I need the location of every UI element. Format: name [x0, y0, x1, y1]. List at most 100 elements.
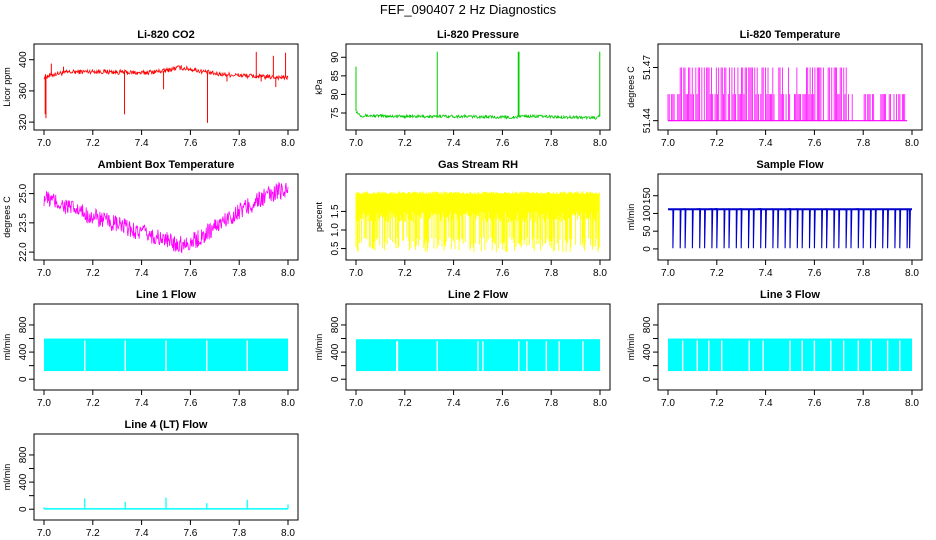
- y-tick-label: 23.5: [18, 213, 29, 233]
- x-tick-label: 8.0: [905, 138, 919, 149]
- y-tick-label: 100: [642, 205, 653, 222]
- plot-frame: [33, 433, 299, 521]
- x-tick-label: 7.4: [135, 398, 149, 409]
- plot-frame: [657, 303, 923, 391]
- panel-title: Gas Stream RH: [438, 159, 518, 171]
- panel-title: Line 3 Flow: [760, 289, 820, 301]
- y-axis-label: degrees C: [626, 66, 636, 108]
- y-tick-label: 0.5: [330, 241, 341, 255]
- plot-frame: [33, 173, 299, 261]
- x-tick-label: 7.4: [447, 138, 461, 149]
- x-tick-label: 8.0: [905, 398, 919, 409]
- y-tick-label: 80: [330, 88, 341, 100]
- series-8: [668, 338, 912, 372]
- panel-title: Li-820 Pressure: [437, 29, 519, 41]
- y-axis-label: percent: [314, 201, 324, 232]
- panel-li820-pressure: Li-820 Pressure 7.0 7.2 7.4 7.6 7.8 8.0 75 80 85 9…: [314, 29, 611, 149]
- y-tick-label: 75: [330, 107, 341, 119]
- y-tick-label: 400: [18, 51, 29, 68]
- panel-line-1-flow: Line 1 Flow 7.0 7.2 7.4 7.6 7.8 8.0 0 400 800 ml/m…: [2, 289, 299, 409]
- x-tick-label: 7.0: [37, 528, 51, 539]
- x-tick-label: 7.4: [759, 398, 773, 409]
- y-axis-label: kPa: [314, 79, 324, 95]
- y-axis-label: ml/min: [626, 204, 636, 231]
- y-tick-label: 90: [330, 51, 341, 63]
- x-tick-label: 7.0: [661, 138, 675, 149]
- x-tick-label: 7.8: [856, 398, 870, 409]
- y-tick-label: 360: [18, 82, 29, 99]
- y-tick-label: 51.44: [642, 108, 653, 133]
- x-tick-label: 7.8: [544, 268, 558, 279]
- x-tick-label: 7.2: [710, 268, 724, 279]
- x-tick-label: 7.8: [232, 528, 246, 539]
- y-axis-label: degrees C: [2, 196, 12, 238]
- panel-li820-temperature: Li-820 Temperature 7.0 7.2 7.4 7.6 7.8 8.0 51.4…: [626, 29, 923, 149]
- x-tick-label: 7.8: [544, 398, 558, 409]
- x-tick-label: 7.2: [86, 138, 100, 149]
- x-tick-label: 7.8: [856, 268, 870, 279]
- panel-title: Ambient Box Temperature: [98, 159, 235, 171]
- panel-title: Line 4 (LT) Flow: [125, 419, 208, 431]
- y-tick-label: 1.5: [330, 204, 341, 218]
- x-tick-label: 7.6: [183, 268, 197, 279]
- series-7: [356, 339, 600, 372]
- series-9: [43, 497, 289, 510]
- x-tick-label: 7.2: [86, 398, 100, 409]
- x-tick-label: 7.0: [349, 138, 363, 149]
- y-axis-label: ml/min: [314, 334, 324, 361]
- y-tick-label: 0: [330, 376, 341, 382]
- y-tick-label: 800: [18, 316, 29, 333]
- series-3: [43, 181, 289, 254]
- y-tick-label: 800: [18, 446, 29, 463]
- x-tick-label: 7.6: [807, 398, 821, 409]
- series-0: [43, 51, 289, 123]
- plot-frame: [33, 303, 299, 391]
- y-tick-label: 1.0: [330, 223, 341, 237]
- x-tick-label: 7.6: [183, 138, 197, 149]
- x-tick-label: 7.6: [495, 268, 509, 279]
- panel-title: Line 2 Flow: [448, 289, 508, 301]
- x-tick-label: 7.2: [398, 138, 412, 149]
- panel-gas-stream-rh: Gas Stream RH 7.0 7.2 7.4 7.6 7.8 8.0 0.5 1.0 1.5…: [314, 159, 611, 279]
- x-tick-label: 7.2: [710, 138, 724, 149]
- x-tick-label: 7.4: [447, 268, 461, 279]
- y-tick-label: 0: [18, 506, 29, 512]
- x-tick-label: 8.0: [281, 398, 295, 409]
- y-axis-label: ml/min: [626, 334, 636, 361]
- x-tick-label: 7.4: [759, 138, 773, 149]
- x-tick-label: 7.4: [135, 268, 149, 279]
- series-2: [667, 67, 908, 122]
- panel-li820-co2: Li-820 CO2 7.0 7.2 7.4 7.6 7.8 8.0 320 360 400 Lic…: [2, 29, 299, 149]
- y-axis-label: ml/min: [2, 334, 12, 361]
- x-tick-label: 8.0: [281, 528, 295, 539]
- x-tick-label: 8.0: [593, 398, 607, 409]
- panel-ambient-box-temperature: Ambient Box Temperature 7.0 7.2 7.4 7.6 7.8 8.…: [2, 159, 299, 279]
- plot-frame: [345, 173, 611, 261]
- y-tick-label: 400: [330, 343, 341, 360]
- x-tick-label: 7.8: [544, 138, 558, 149]
- panel-line-3-flow: Line 3 Flow 7.0 7.2 7.4 7.6 7.8 8.0 0 400 800 ml/m…: [626, 289, 923, 409]
- panel-line-4-flow: Line 4 (LT) Flow 7.0 7.2 7.4 7.6 7.8 8.0 0 400 80…: [2, 419, 299, 539]
- x-tick-label: 7.8: [232, 268, 246, 279]
- y-tick-label: 25.0: [18, 183, 29, 203]
- data-line: [667, 207, 912, 249]
- y-tick-label: 800: [642, 316, 653, 333]
- x-tick-label: 7.2: [398, 268, 412, 279]
- y-tick-label: 320: [18, 113, 29, 130]
- x-tick-label: 8.0: [281, 268, 295, 279]
- x-tick-label: 7.6: [183, 398, 197, 409]
- x-tick-label: 7.2: [86, 268, 100, 279]
- series-4: [355, 191, 600, 253]
- series-6: [44, 338, 288, 372]
- plot-frame: [345, 43, 611, 131]
- y-tick-label: 0: [18, 376, 29, 382]
- series-1: [355, 51, 601, 121]
- plot-frame: [345, 303, 611, 391]
- x-tick-label: 8.0: [281, 138, 295, 149]
- x-tick-label: 7.6: [807, 268, 821, 279]
- x-tick-label: 7.4: [135, 528, 149, 539]
- y-tick-label: 0: [642, 376, 653, 382]
- x-tick-label: 7.0: [661, 398, 675, 409]
- x-tick-label: 7.4: [447, 398, 461, 409]
- x-tick-label: 7.8: [232, 138, 246, 149]
